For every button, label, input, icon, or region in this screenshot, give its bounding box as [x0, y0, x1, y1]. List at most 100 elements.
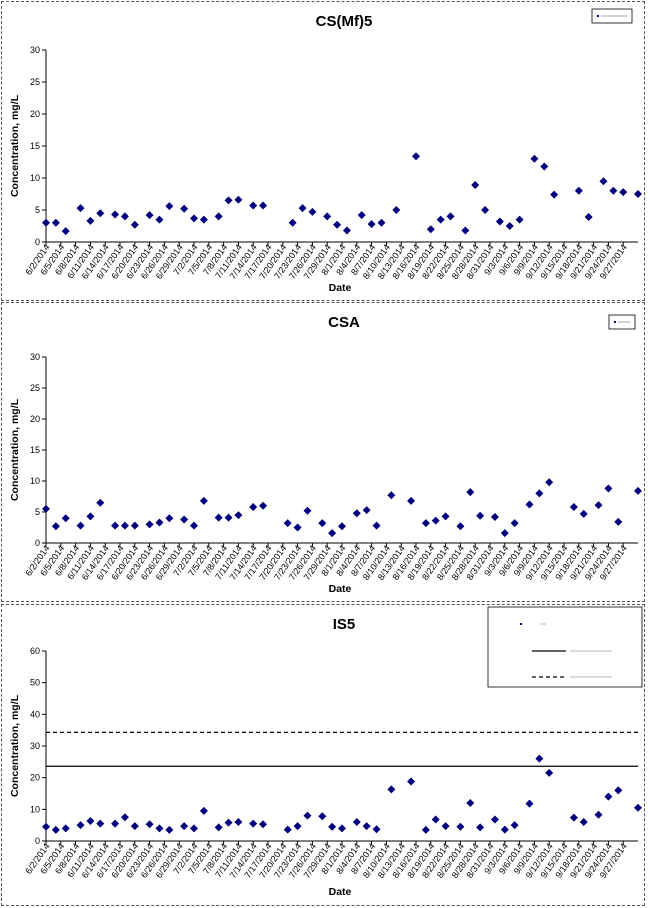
data-point	[61, 824, 70, 833]
data-point	[249, 503, 258, 512]
data-point	[283, 825, 292, 834]
data-point	[224, 818, 233, 827]
data-point	[42, 822, 50, 831]
data-point	[407, 777, 416, 786]
y-tick-label: 40	[30, 709, 40, 719]
legend-box	[487, 606, 643, 688]
x-axis-title: Date	[329, 583, 352, 595]
y-tick-label: 30	[30, 741, 40, 751]
data-point	[634, 190, 642, 198]
data-point	[421, 825, 430, 834]
data-point	[490, 815, 499, 824]
data-point	[214, 212, 223, 221]
data-point	[441, 822, 450, 831]
legend-marker	[520, 623, 522, 625]
y-tick-label: 5	[35, 205, 40, 215]
data-point	[283, 519, 292, 528]
chart-panel-cs-mf5: CS(Mf)5 0 5 10 15 20 25 30 6/2/2014 6/5/2014 6/8/…	[1, 1, 645, 301]
data-point	[130, 822, 139, 831]
data-point	[476, 823, 485, 832]
chart-csa: CSA 0510152025306/2/20146/5/20146/8/2014…	[9, 314, 642, 595]
y-tick-label: 30	[30, 352, 40, 362]
data-point	[234, 195, 243, 204]
data-point	[199, 496, 208, 505]
data-point	[323, 212, 332, 221]
x-axis-title: Date	[329, 282, 352, 294]
y-axis-title: Concentration, mg/L	[9, 398, 21, 501]
data-point	[165, 202, 174, 211]
data-point	[614, 786, 623, 795]
data-point	[500, 529, 509, 538]
data-point	[352, 818, 361, 826]
data-point	[111, 521, 120, 530]
data-point	[155, 215, 164, 224]
data-point	[377, 218, 386, 227]
data-point	[61, 514, 70, 523]
data-point	[120, 521, 129, 530]
x-axis-title: Date	[329, 886, 352, 898]
data-point	[111, 210, 120, 219]
data-point	[293, 822, 302, 831]
data-point	[574, 186, 583, 195]
y-tick-label: 25	[30, 77, 40, 87]
data-point	[42, 504, 50, 513]
y-tick-label: 0	[35, 538, 40, 548]
data-point	[466, 488, 475, 497]
y-axis-title: Concentration, mg/L	[9, 94, 21, 197]
y-tick-label: 20	[30, 773, 40, 783]
data-point	[594, 810, 603, 819]
chart-title: IS5	[333, 616, 356, 633]
data-point	[298, 204, 307, 213]
data-point	[61, 227, 70, 236]
data-point	[500, 825, 509, 834]
data-point	[614, 517, 623, 526]
data-point	[51, 522, 60, 531]
data-point	[569, 503, 578, 512]
data-point	[505, 222, 514, 230]
y-tick-label: 50	[30, 678, 40, 688]
data-point	[249, 201, 258, 210]
data-point	[599, 177, 608, 186]
y-tick-label: 0	[35, 836, 40, 846]
data-point	[387, 785, 396, 794]
chart-title: CS(Mf)5	[316, 13, 373, 30]
data-point	[362, 822, 371, 831]
data-point	[155, 824, 164, 833]
legend-marker	[597, 15, 599, 17]
data-point	[407, 496, 416, 505]
chart-panel-is5: IS5 0 10 20 30 40 50 60 6/2/2014 6/5/2014 6/8/201…	[1, 604, 645, 906]
data-point	[259, 201, 268, 210]
data-point	[604, 792, 613, 801]
data-point	[111, 819, 120, 828]
y-tick-label: 15	[30, 141, 40, 151]
data-point	[476, 511, 485, 520]
chart-title: CSA	[328, 314, 360, 331]
data-point	[594, 501, 603, 510]
data-point	[76, 521, 85, 530]
data-point	[579, 818, 588, 826]
data-point	[604, 484, 613, 493]
data-point	[190, 214, 198, 223]
data-point	[412, 152, 420, 161]
data-point	[540, 162, 549, 171]
data-point	[545, 768, 554, 777]
data-point	[352, 509, 361, 518]
data-point	[86, 512, 95, 521]
data-point	[318, 812, 327, 821]
data-point	[338, 824, 346, 833]
data-point	[86, 216, 95, 225]
data-point	[387, 491, 396, 500]
data-point	[535, 754, 544, 763]
data-point	[436, 215, 445, 224]
data-point	[224, 196, 233, 205]
y-tick-label: 60	[30, 646, 40, 656]
y-tick-label: 10	[30, 173, 40, 183]
data-point	[180, 204, 189, 213]
data-point	[372, 825, 381, 834]
y-tick-label: 25	[30, 383, 40, 393]
data-point	[199, 215, 208, 224]
y-tick-label: 0	[35, 237, 40, 247]
data-point	[328, 529, 337, 538]
data-point	[392, 206, 401, 214]
